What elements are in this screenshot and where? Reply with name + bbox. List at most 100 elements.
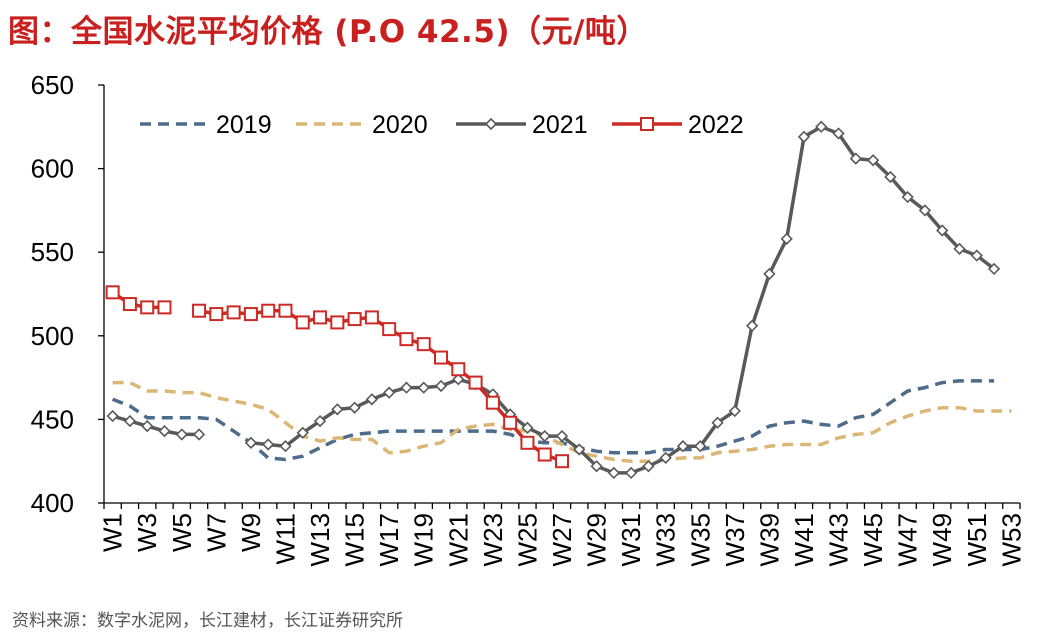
- data-point: [607, 466, 620, 480]
- x-tick-label: W1: [98, 513, 128, 552]
- data-point: [832, 127, 845, 140]
- data-point: [122, 297, 137, 312]
- data-point: [209, 307, 224, 322]
- data-point: [694, 440, 707, 453]
- legend-item-2019: 2019: [140, 111, 272, 139]
- chart-legend: 2019 2020 2021 2022: [140, 111, 744, 139]
- chart-title: 图：全国水泥平均价格 (P.O 42.5)（元/吨）: [8, 14, 648, 50]
- data-point: [348, 401, 361, 414]
- data-point: [347, 312, 362, 327]
- x-tick-label: W51: [962, 513, 992, 566]
- data-point: [521, 421, 534, 434]
- data-point: [364, 310, 379, 325]
- x-tick-label: W21: [443, 513, 473, 566]
- chart-series: [105, 120, 1012, 480]
- data-point: [313, 414, 327, 428]
- data-point: [711, 416, 724, 429]
- data-point: [745, 319, 759, 332]
- data-point: [780, 232, 793, 245]
- x-tick-label: W5: [167, 513, 197, 552]
- x-tick-label: W53: [996, 513, 1026, 566]
- data-point: [330, 315, 345, 330]
- data-point: [279, 440, 292, 453]
- x-tick-label: W7: [201, 513, 231, 552]
- x-tick-label: W11: [270, 513, 300, 565]
- data-point: [503, 415, 518, 430]
- legend-label: 2020: [372, 111, 428, 139]
- x-tick-label: W9: [236, 513, 266, 552]
- series-line-2021: [110, 125, 996, 475]
- x-tick-label: W49: [927, 513, 957, 566]
- data-point: [141, 419, 154, 433]
- data-point: [642, 460, 655, 473]
- data-point: [434, 379, 448, 393]
- data-point: [625, 466, 638, 480]
- data-point: [849, 152, 862, 165]
- data-point: [192, 303, 207, 318]
- data-point: [866, 154, 880, 167]
- source-note: 资料来源：数字水泥网，长江建材，长江证券研究所: [12, 611, 403, 631]
- legend-item-2020: 2020: [296, 111, 428, 139]
- data-point: [676, 440, 690, 453]
- y-tick-label: 500: [31, 321, 74, 351]
- data-point: [383, 386, 396, 399]
- x-tick-label: W39: [754, 513, 784, 566]
- data-point: [953, 242, 966, 255]
- series-2021: [106, 120, 1001, 480]
- data-point: [295, 315, 310, 330]
- series-2022: [105, 285, 569, 469]
- data-point: [987, 262, 1001, 276]
- data-point: [243, 307, 258, 322]
- data-point: [936, 224, 949, 237]
- data-point: [728, 404, 741, 418]
- x-tick-label: W45: [858, 513, 888, 566]
- data-point: [763, 267, 776, 281]
- data-point: [296, 426, 309, 439]
- y-tick-label: 550: [31, 237, 74, 267]
- x-tick-label: W31: [616, 513, 646, 566]
- data-point: [140, 300, 155, 315]
- line-chart: 400 450 500 550 600 650 W1 W3 W5 W7 W9 W11 W13 W15 W17…: [31, 70, 1027, 566]
- data-point: [261, 303, 276, 318]
- data-point: [262, 438, 275, 451]
- x-tick-label: W35: [685, 513, 715, 566]
- data-point: [452, 373, 465, 386]
- legend-marker: [484, 117, 498, 131]
- x-tick-label: W23: [478, 513, 508, 566]
- legend-label: 2021: [532, 111, 588, 139]
- x-tick-label: W13: [305, 513, 335, 566]
- data-point: [105, 285, 120, 300]
- data-point: [537, 447, 552, 462]
- data-point: [485, 395, 500, 410]
- data-point: [451, 362, 466, 377]
- data-point: [815, 120, 828, 133]
- data-point: [416, 337, 431, 352]
- x-tick-label: W17: [374, 513, 404, 566]
- data-point: [157, 300, 172, 315]
- data-point: [555, 454, 569, 469]
- y-tick-label: 650: [31, 70, 74, 100]
- data-point: [331, 403, 344, 416]
- legend-label: 2022: [688, 111, 744, 139]
- x-tick-label: W41: [789, 513, 819, 566]
- x-tick-label: W25: [512, 513, 542, 566]
- y-tick-label: 600: [31, 154, 74, 184]
- data-point: [884, 170, 897, 184]
- series-2019: [111, 379, 995, 462]
- data-point: [226, 305, 241, 320]
- data-point: [417, 381, 430, 394]
- legend-item-2021: 2021: [456, 111, 588, 139]
- x-tick-label: W27: [547, 513, 577, 566]
- data-point: [400, 381, 413, 394]
- legend-marker: [640, 117, 654, 131]
- x-tick-label: W3: [132, 513, 162, 552]
- data-point: [901, 190, 914, 204]
- x-tick-label: W47: [893, 513, 923, 566]
- legend-label: 2019: [216, 111, 272, 139]
- data-point: [468, 375, 483, 390]
- data-point: [434, 350, 449, 365]
- data-point: [797, 130, 811, 143]
- data-point: [278, 303, 293, 318]
- legend-item-2022: 2022: [612, 111, 744, 139]
- series-line-2022: [110, 290, 564, 463]
